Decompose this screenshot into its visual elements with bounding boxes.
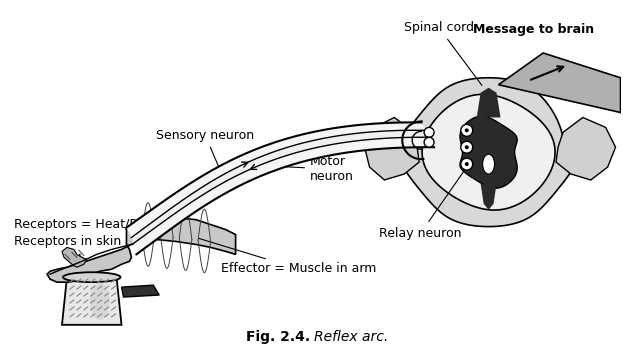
Polygon shape bbox=[62, 247, 87, 267]
Polygon shape bbox=[422, 94, 555, 210]
Circle shape bbox=[461, 124, 473, 136]
Ellipse shape bbox=[483, 154, 495, 174]
Circle shape bbox=[465, 162, 468, 166]
Polygon shape bbox=[121, 285, 159, 297]
Polygon shape bbox=[477, 88, 500, 118]
Ellipse shape bbox=[90, 282, 110, 320]
Text: Spinal cord: Spinal cord bbox=[404, 21, 482, 86]
Polygon shape bbox=[498, 53, 621, 113]
Polygon shape bbox=[399, 78, 578, 227]
Text: Fig. 2.4.: Fig. 2.4. bbox=[246, 330, 310, 344]
Text: Relay neuron: Relay neuron bbox=[379, 169, 465, 240]
Text: Message to brain: Message to brain bbox=[473, 23, 594, 36]
Circle shape bbox=[465, 145, 468, 149]
Polygon shape bbox=[133, 137, 434, 254]
Text: Effector = Muscle in arm: Effector = Muscle in arm bbox=[199, 238, 376, 275]
Polygon shape bbox=[460, 116, 517, 188]
Text: Motor
neuron: Motor neuron bbox=[262, 155, 354, 183]
Ellipse shape bbox=[63, 272, 120, 282]
Circle shape bbox=[461, 158, 473, 170]
Text: Reflex arc.: Reflex arc. bbox=[314, 330, 388, 344]
Polygon shape bbox=[47, 218, 235, 282]
Text: Sensory neuron: Sensory neuron bbox=[156, 129, 254, 172]
Text: Receptors = Heat/Pain
Receptors in skin: Receptors = Heat/Pain Receptors in skin bbox=[14, 218, 156, 248]
Circle shape bbox=[465, 128, 468, 132]
Circle shape bbox=[424, 127, 434, 137]
Polygon shape bbox=[126, 122, 427, 238]
Polygon shape bbox=[62, 277, 121, 325]
Polygon shape bbox=[131, 130, 429, 244]
Polygon shape bbox=[556, 118, 616, 180]
Polygon shape bbox=[364, 118, 419, 180]
Circle shape bbox=[461, 141, 473, 153]
Polygon shape bbox=[481, 184, 497, 210]
Circle shape bbox=[424, 137, 434, 147]
